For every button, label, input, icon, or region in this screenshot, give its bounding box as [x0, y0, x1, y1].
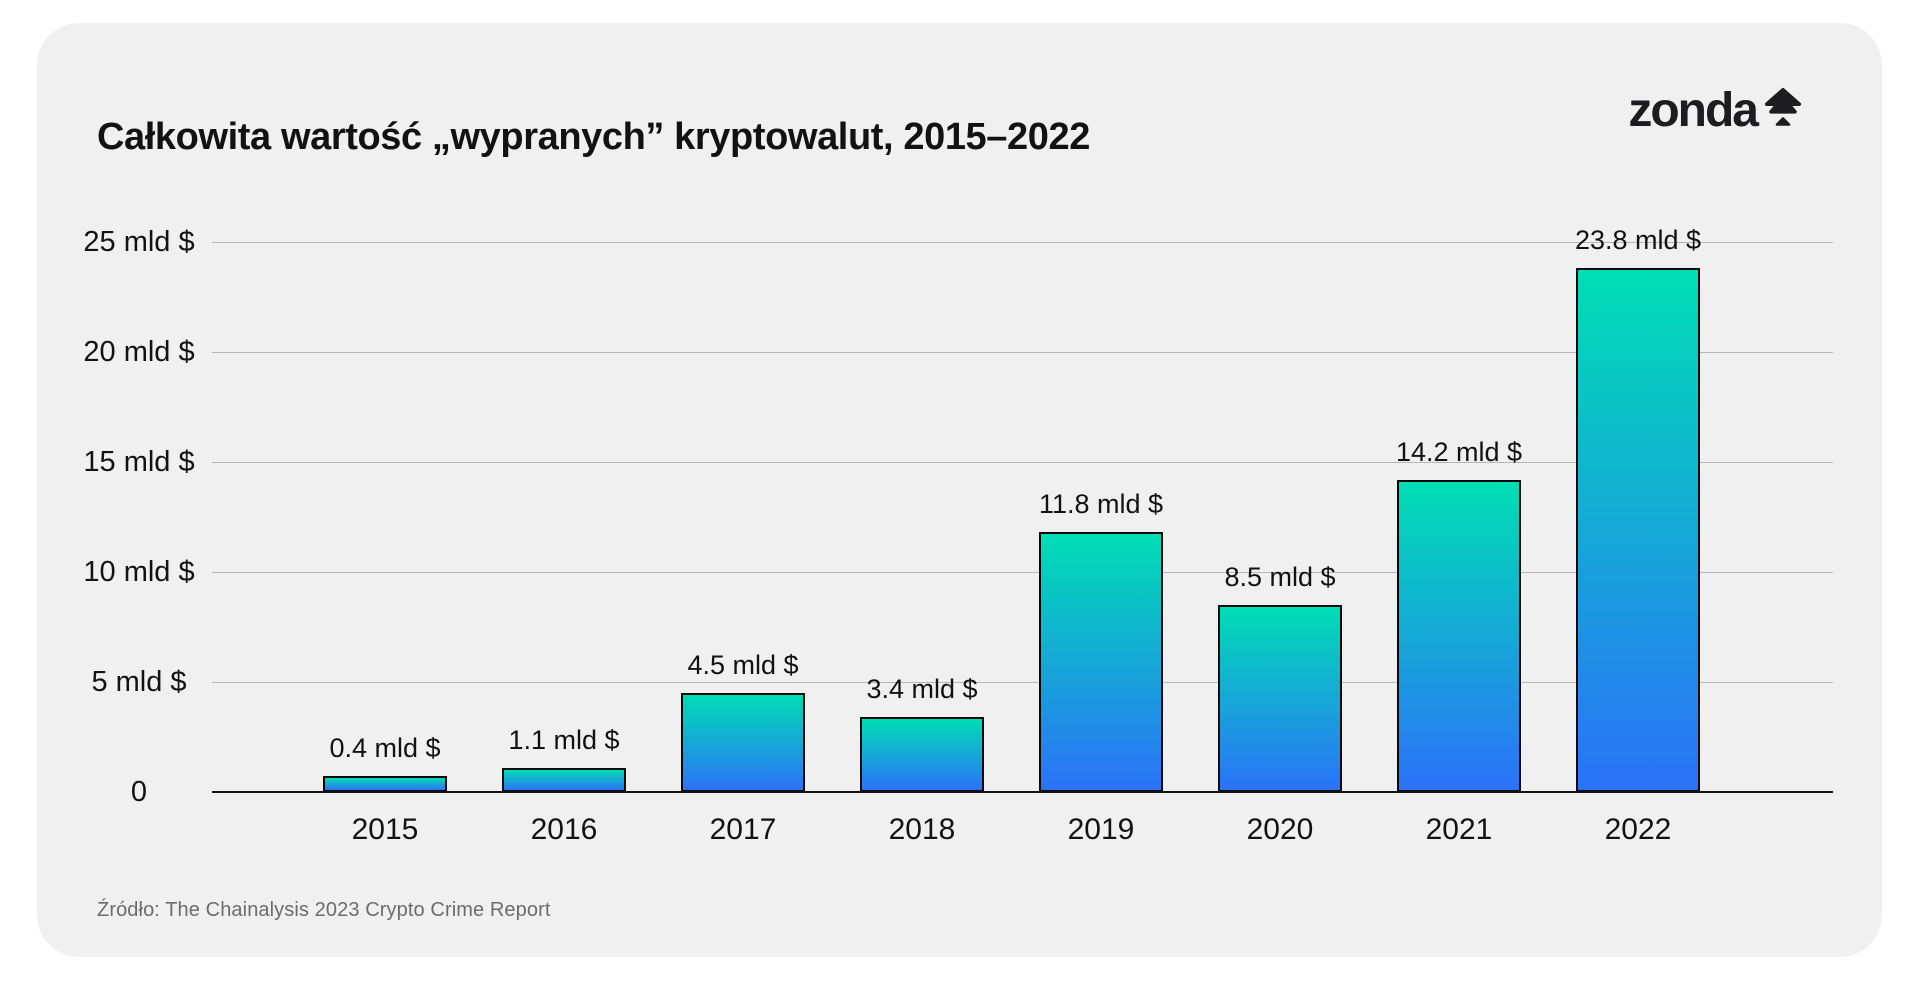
gridline [212, 572, 1833, 573]
x-axis-tick-label: 2020 [1246, 813, 1314, 846]
bar-value-label: 1.1 mld $ [508, 725, 620, 755]
y-axis-tick-label: 15 mld $ [83, 446, 195, 478]
x-axis-tick-label: 2017 [709, 813, 777, 846]
bar-chart-plot-area: 0 5 mld $ 10 mld $ 15 mld $ 20 mld $ 25 mld $… [37, 23, 1882, 957]
x-axis-tick-label: 2019 [1067, 813, 1135, 846]
gridline [212, 462, 1833, 463]
x-axis-line [212, 791, 1833, 793]
zonda-logo: zonda [1628, 87, 1802, 135]
chart-card: Całkowita wartość „wypranych” kryptowalu… [37, 23, 1882, 957]
bar-2021 [1397, 480, 1521, 792]
y-axis-tick-label: 10 mld $ [83, 556, 195, 588]
bar-value-label: 23.8 mld $ [1574, 225, 1702, 255]
bar-2022 [1576, 268, 1700, 792]
bar-value-label: 14.2 mld $ [1395, 437, 1523, 467]
bar-value-label: 11.8 mld $ [1038, 489, 1164, 519]
x-axis-tick-label: 2015 [351, 813, 419, 846]
bar-2016 [502, 768, 626, 792]
y-axis-tick-label: 20 mld $ [83, 336, 195, 368]
gridline [212, 352, 1833, 353]
x-axis-tick-label: 2021 [1425, 813, 1493, 846]
bar-value-label: 0.4 mld $ [329, 733, 441, 763]
y-axis-tick-label: 25 mld $ [83, 226, 195, 258]
zonda-tree-arrow-icon [1764, 87, 1802, 132]
bar-2015 [323, 776, 447, 792]
bar-value-label: 3.4 mld $ [866, 674, 978, 704]
gridline [212, 242, 1833, 243]
bar-value-label: 8.5 mld $ [1224, 562, 1336, 592]
zonda-logo-text: zonda [1628, 84, 1759, 137]
x-axis-tick-label: 2018 [888, 813, 956, 846]
x-axis-tick-label: 2022 [1604, 813, 1672, 846]
y-axis-tick-label: 0 [130, 776, 148, 808]
gridline [212, 682, 1833, 683]
source-note: Źródło: The Chainalysis 2023 Crypto Crim… [97, 899, 551, 921]
y-axis-tick-label: 5 mld $ [91, 666, 187, 698]
bar-value-label: 4.5 mld $ [687, 650, 799, 680]
bar-2019 [1039, 532, 1163, 792]
bar-2017 [681, 693, 805, 792]
chart-title: Całkowita wartość „wypranych” kryptowalu… [97, 116, 1090, 159]
bar-2020 [1218, 605, 1342, 792]
bar-2018 [860, 717, 984, 792]
x-axis-tick-label: 2016 [530, 813, 598, 846]
